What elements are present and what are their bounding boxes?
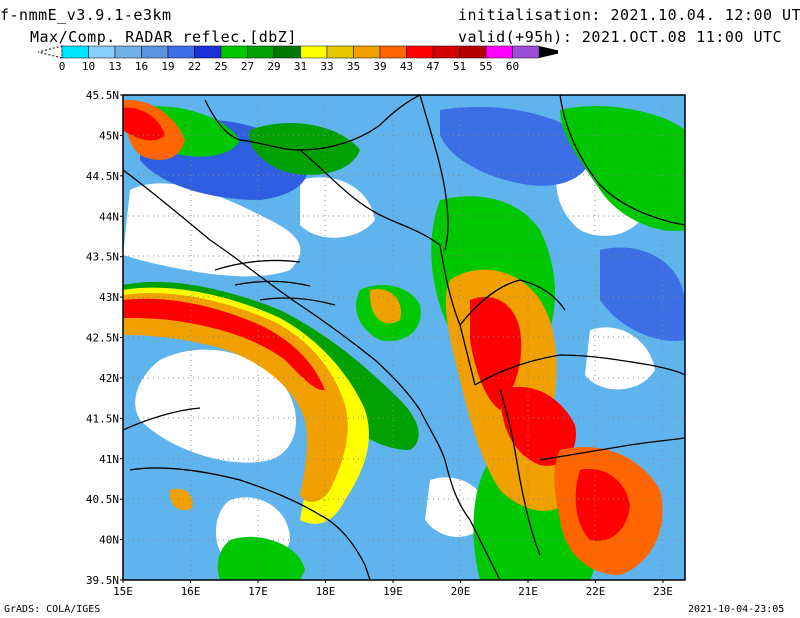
valid-label: valid(+95h):: [458, 28, 573, 46]
latitude-label: 40N: [99, 534, 119, 547]
render-timestamp: 2021-10-04-23:05: [688, 604, 785, 615]
colorbar-label: 51: [453, 60, 466, 73]
grads-credit: GrADS: COLA/IGES: [4, 604, 101, 615]
latitude-label: 43N: [99, 291, 119, 304]
colorbar-high-end: [539, 46, 558, 58]
longitude-label: 17E: [248, 585, 268, 598]
colorbar-label: 39: [373, 60, 386, 73]
latitude-labels: 45.5N 45N 44.5N 44N 43.5N 43N 42.5N 42N 41.5N 41N…: [86, 89, 123, 587]
colorbar-label: 60: [506, 60, 519, 73]
longitude-label: 19E: [383, 585, 403, 598]
longitude-label: 16E: [181, 585, 201, 598]
init-label: initialisation:: [458, 6, 601, 24]
latitude-label: 45.5N: [86, 89, 119, 102]
latitude-label: 41N: [99, 453, 119, 466]
valid-time: 2021.OCT.08 11:00 UTC: [581, 28, 783, 46]
longitude-label: 22E: [586, 585, 606, 598]
graticule: [123, 95, 685, 580]
latitude-label: 44N: [99, 210, 119, 223]
latitude-label: 39.5N: [86, 574, 119, 587]
longitude-label: 21E: [518, 585, 538, 598]
latitude-label: 44.5N: [86, 170, 119, 183]
latitude-label: 45N: [99, 129, 119, 142]
latitude-label: 42N: [99, 372, 119, 385]
latitude-label: 40.5N: [86, 493, 119, 506]
colorbar-label: 29: [267, 60, 280, 73]
valid-line: valid(+95h): 2021.OCT.08 11:00 UTC: [458, 28, 782, 46]
colorbar-label: 43: [400, 60, 413, 73]
latitude-label: 43.5N: [86, 251, 119, 264]
coastlines-borders: [123, 95, 685, 580]
colorbar-label: 13: [108, 60, 121, 73]
colorbar-label: 31: [294, 60, 307, 73]
colorbar-label: 27: [241, 60, 254, 73]
reflectivity-colorbar: 0 10 13 16 19 22 25 27 29 31 33 35 39 43 47 51 55 60: [37, 45, 558, 73]
colorbar-label: 22: [188, 60, 201, 73]
colorbar-label: 25: [214, 60, 227, 73]
longitude-label: 15E: [113, 585, 133, 598]
init-line: initialisation: 2021.10.04. 12:00 UTC: [458, 6, 800, 24]
colorbar-label: 35: [347, 60, 360, 73]
latitude-label: 41.5N: [86, 412, 119, 425]
longitude-labels: 15E 16E 17E 18E 19E 20E 21E 22E 23E: [113, 580, 673, 598]
field-title: Max/Comp. RADAR reflec.[dbZ]: [30, 28, 297, 46]
latitude-label: 42.5N: [86, 332, 119, 345]
colorbar-label: 47: [426, 60, 439, 73]
colorbar-label: 16: [135, 60, 148, 73]
longitude-label: 23E: [653, 585, 673, 598]
model-title: f-nmmE_v3.9.1-e3km: [0, 6, 172, 24]
longitude-label: 20E: [451, 585, 471, 598]
longitude-label: 18E: [316, 585, 336, 598]
colorbar-label: 19: [161, 60, 174, 73]
colorbar-label: 10: [82, 60, 95, 73]
colorbar-label: 55: [479, 60, 492, 73]
colorbar-label: 33: [320, 60, 333, 73]
colorbar-label: 0: [59, 60, 66, 73]
init-time: 2021.10.04. 12:00 UTC: [610, 6, 800, 24]
